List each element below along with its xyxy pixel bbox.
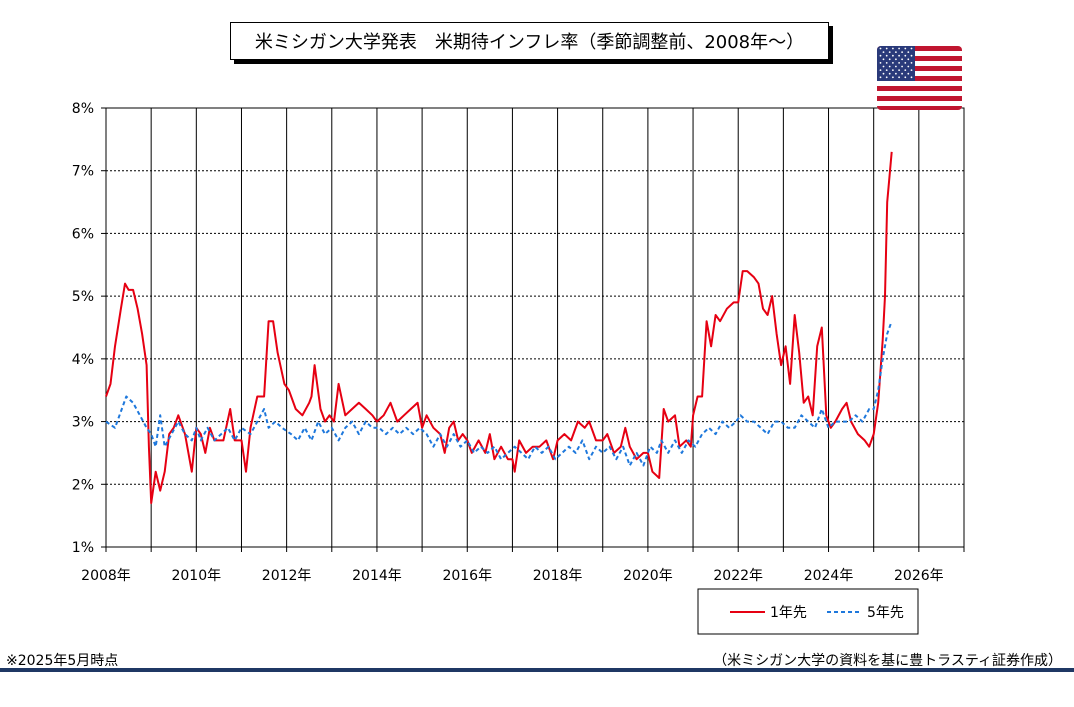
y-tick-label: 6% — [72, 226, 94, 242]
chart-title: 米ミシガン大学発表 米期待インフレ率（季節調整前、2008年～） — [230, 22, 829, 60]
y-tick-label: 7% — [72, 164, 94, 180]
y-tick-label: 1% — [72, 540, 94, 556]
x-tick-label: 2024年 — [804, 568, 854, 584]
chart-title-text: 米ミシガン大学発表 米期待インフレ率（季節調整前、2008年～） — [254, 32, 805, 53]
y-tick-label: 3% — [72, 415, 94, 431]
x-tick-label: 2020年 — [623, 568, 673, 584]
us-flag-icon — [877, 46, 962, 110]
y-tick-label: 5% — [72, 289, 94, 305]
source-note: （米ミシガン大学の資料を基に豊トラスティ証券作成） — [713, 653, 1062, 669]
y-tick-label: 4% — [72, 352, 94, 368]
x-tick-label: 2018年 — [533, 568, 583, 584]
bottom-rule — [0, 668, 1074, 672]
x-tick-label: 2022年 — [713, 568, 763, 584]
x-tick-label: 2008年 — [81, 568, 131, 584]
series-lines — [105, 151, 893, 505]
x-tick-label: 2010年 — [171, 568, 221, 584]
x-axis-ticks: 2008年 2010年 2012年 2014年 2016年 2018年 2020年 2022年… — [81, 547, 965, 584]
x-tick-label: 2016年 — [442, 568, 492, 584]
legend-label-5y: 5年先 — [867, 605, 904, 621]
y-tick-label: 2% — [72, 477, 94, 493]
plot-area-frame — [105, 107, 965, 548]
legend: 1年先 5年先 — [697, 588, 919, 635]
x-tick-label: 2026年 — [894, 568, 944, 584]
footnote: ※2025年5月時点 — [6, 653, 119, 669]
legend-label-1y: 1年先 — [770, 605, 807, 621]
y-axis-ticks: 1% 2% 3% 4% 5% 6% 7% 8% — [72, 101, 106, 556]
series-line-1y — [105, 151, 893, 505]
series-line-5y — [105, 320, 893, 467]
x-tick-label: 2014年 — [352, 568, 402, 584]
x-tick-label: 2012年 — [262, 568, 312, 584]
grid-lines — [106, 108, 964, 547]
y-tick-label: 8% — [72, 101, 94, 117]
